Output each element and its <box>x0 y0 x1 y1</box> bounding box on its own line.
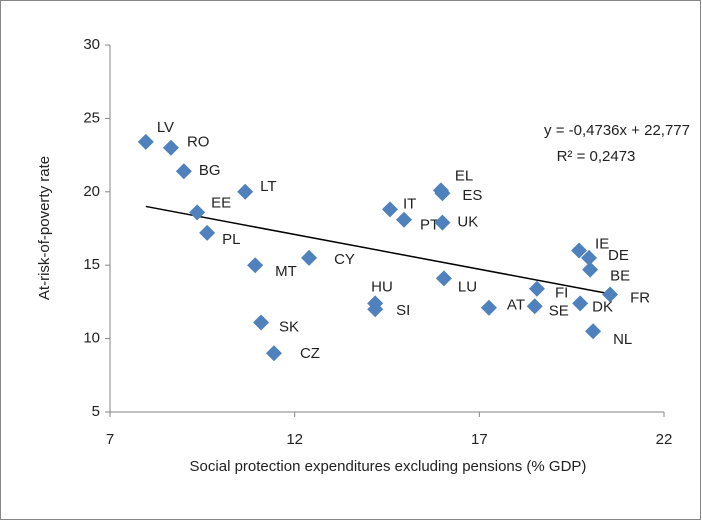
point <box>367 301 384 318</box>
point-label: HU <box>371 278 393 295</box>
point <box>265 345 282 362</box>
x-tick-label: 12 <box>286 431 303 448</box>
point <box>237 183 254 200</box>
point <box>247 257 264 274</box>
point <box>395 211 412 228</box>
point <box>199 224 216 241</box>
trendline-r2: R² = 0,2473 <box>557 148 636 165</box>
point <box>528 280 545 297</box>
point-label: NL <box>613 331 632 348</box>
point <box>571 242 588 259</box>
y-tick-label: 15 <box>83 256 100 273</box>
point <box>434 185 451 202</box>
point <box>175 163 192 180</box>
point-label: IE <box>595 235 609 252</box>
point <box>602 286 619 303</box>
x-axis-title: Social protection expenditures excluding… <box>190 458 587 475</box>
point-label: LV <box>157 119 174 136</box>
point <box>572 295 589 312</box>
point-label: ES <box>462 187 482 204</box>
point-label: BG <box>199 162 221 179</box>
point-label: MT <box>275 263 297 280</box>
x-tick-label: 7 <box>106 431 114 448</box>
y-tick-label: 10 <box>83 330 100 347</box>
point-label: LT <box>260 178 276 195</box>
point-label: CZ <box>300 345 320 362</box>
point <box>189 204 206 221</box>
point-label: FR <box>630 290 650 307</box>
y-axis-title: At-risk-of-poverty rate <box>36 156 53 300</box>
point <box>301 249 318 266</box>
point <box>582 261 599 278</box>
point <box>162 139 179 156</box>
point <box>435 270 452 287</box>
point-label: PL <box>222 231 240 248</box>
point-label: PT <box>420 217 439 234</box>
point-label: UK <box>457 214 478 231</box>
point-label: BE <box>610 268 630 285</box>
y-tick-label: 25 <box>83 109 100 126</box>
point <box>585 323 602 340</box>
point-label: CY <box>334 251 355 268</box>
point <box>381 201 398 218</box>
point-label: LU <box>458 278 477 295</box>
point-label: IT <box>403 195 416 212</box>
x-tick-label: 22 <box>656 431 673 448</box>
point-label: DK <box>592 298 613 315</box>
trendline <box>145 205 611 295</box>
point-label: AT <box>507 297 525 314</box>
point <box>480 299 497 316</box>
point-label: EL <box>455 167 473 184</box>
point-label: SE <box>549 302 569 319</box>
point <box>434 214 451 231</box>
y-tick-label: 5 <box>92 403 100 420</box>
point <box>526 298 543 315</box>
point-label: EE <box>211 194 231 211</box>
point <box>137 133 154 150</box>
y-tick-label: 30 <box>83 36 100 53</box>
trendline-equation: y = -0,4736x + 22,777 <box>544 122 690 139</box>
point-label: SK <box>279 318 299 335</box>
point-label: DE <box>608 247 629 264</box>
x-tick-label: 17 <box>471 431 488 448</box>
y-tick-label: 20 <box>83 183 100 200</box>
point <box>253 314 270 331</box>
point <box>581 249 598 266</box>
point-label: FI <box>555 285 568 302</box>
point-label: SI <box>396 302 410 319</box>
point-label: RO <box>187 134 210 151</box>
